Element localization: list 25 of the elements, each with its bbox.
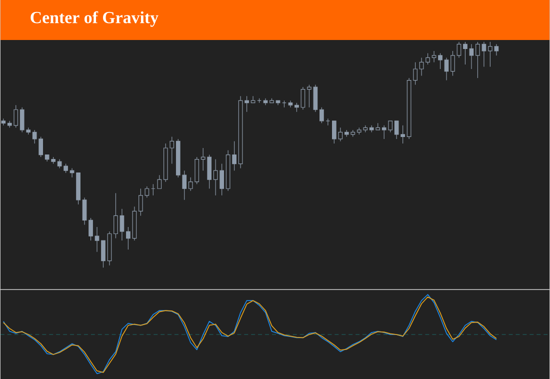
candlestick bbox=[88, 217, 93, 241]
candlestick bbox=[101, 240, 106, 268]
candlestick bbox=[288, 100, 293, 108]
candlestick bbox=[126, 226, 130, 250]
candlestick bbox=[157, 174, 162, 189]
candlestick bbox=[444, 57, 449, 80]
candlestick bbox=[300, 86, 306, 110]
candlestick bbox=[114, 192, 118, 238]
candlestick bbox=[94, 226, 100, 252]
candlestick bbox=[476, 41, 480, 78]
candlestick bbox=[294, 102, 299, 112]
candlestick bbox=[426, 52, 430, 65]
candlestick bbox=[70, 168, 74, 178]
candlestick bbox=[419, 57, 424, 76]
candlestick bbox=[432, 50, 436, 62]
chart-title: Center of Gravity bbox=[30, 10, 158, 27]
candlestick bbox=[320, 106, 324, 124]
candlestick bbox=[82, 197, 87, 225]
candlestick bbox=[450, 50, 455, 76]
candlestick bbox=[463, 41, 468, 65]
candlestick bbox=[456, 41, 462, 58]
candlestick bbox=[438, 52, 442, 70]
candlestick bbox=[469, 44, 474, 70]
candlestick bbox=[482, 41, 486, 67]
candlestick bbox=[120, 208, 124, 241]
